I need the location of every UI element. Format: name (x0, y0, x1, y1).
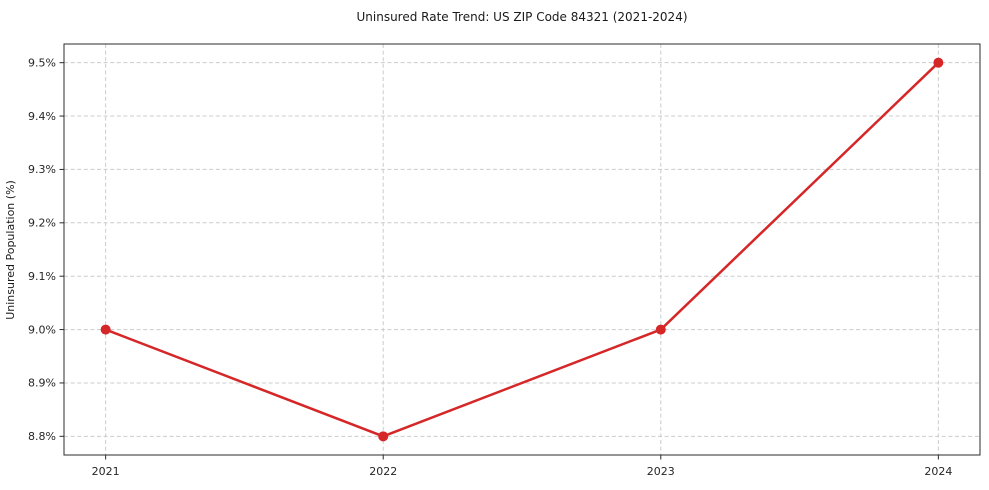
x-tick-label: 2022 (369, 465, 397, 478)
y-tick-label: 9.0% (28, 323, 56, 336)
x-tick-label: 2023 (647, 465, 675, 478)
data-point (378, 431, 389, 442)
plot-area: 8.8% 8.9% 9.0% 9.1% 9.2% 9.3% 9.4% 9.5% 2021 2022… (28, 43, 981, 478)
data-point (655, 324, 666, 335)
y-tick-label: 8.9% (28, 377, 56, 390)
y-tick-label: 9.4% (28, 110, 56, 123)
y-tick-label: 9.1% (28, 270, 56, 283)
y-tick-label: 9.5% (28, 56, 56, 69)
y-axis-label: Uninsured Population (%) (4, 180, 17, 320)
y-tick-label: 9.3% (28, 163, 56, 176)
trend-line (104, 61, 940, 438)
data-point (100, 324, 111, 335)
plot-frame (63, 43, 981, 456)
x-tick-label: 2024 (924, 465, 952, 478)
data-point (933, 57, 944, 68)
chart-title: Uninsured Rate Trend: US ZIP Code 84321 … (356, 10, 687, 24)
y-tick-label: 8.8% (28, 430, 56, 443)
y-tick-label: 9.2% (28, 217, 56, 230)
x-tick-label: 2021 (92, 465, 120, 478)
